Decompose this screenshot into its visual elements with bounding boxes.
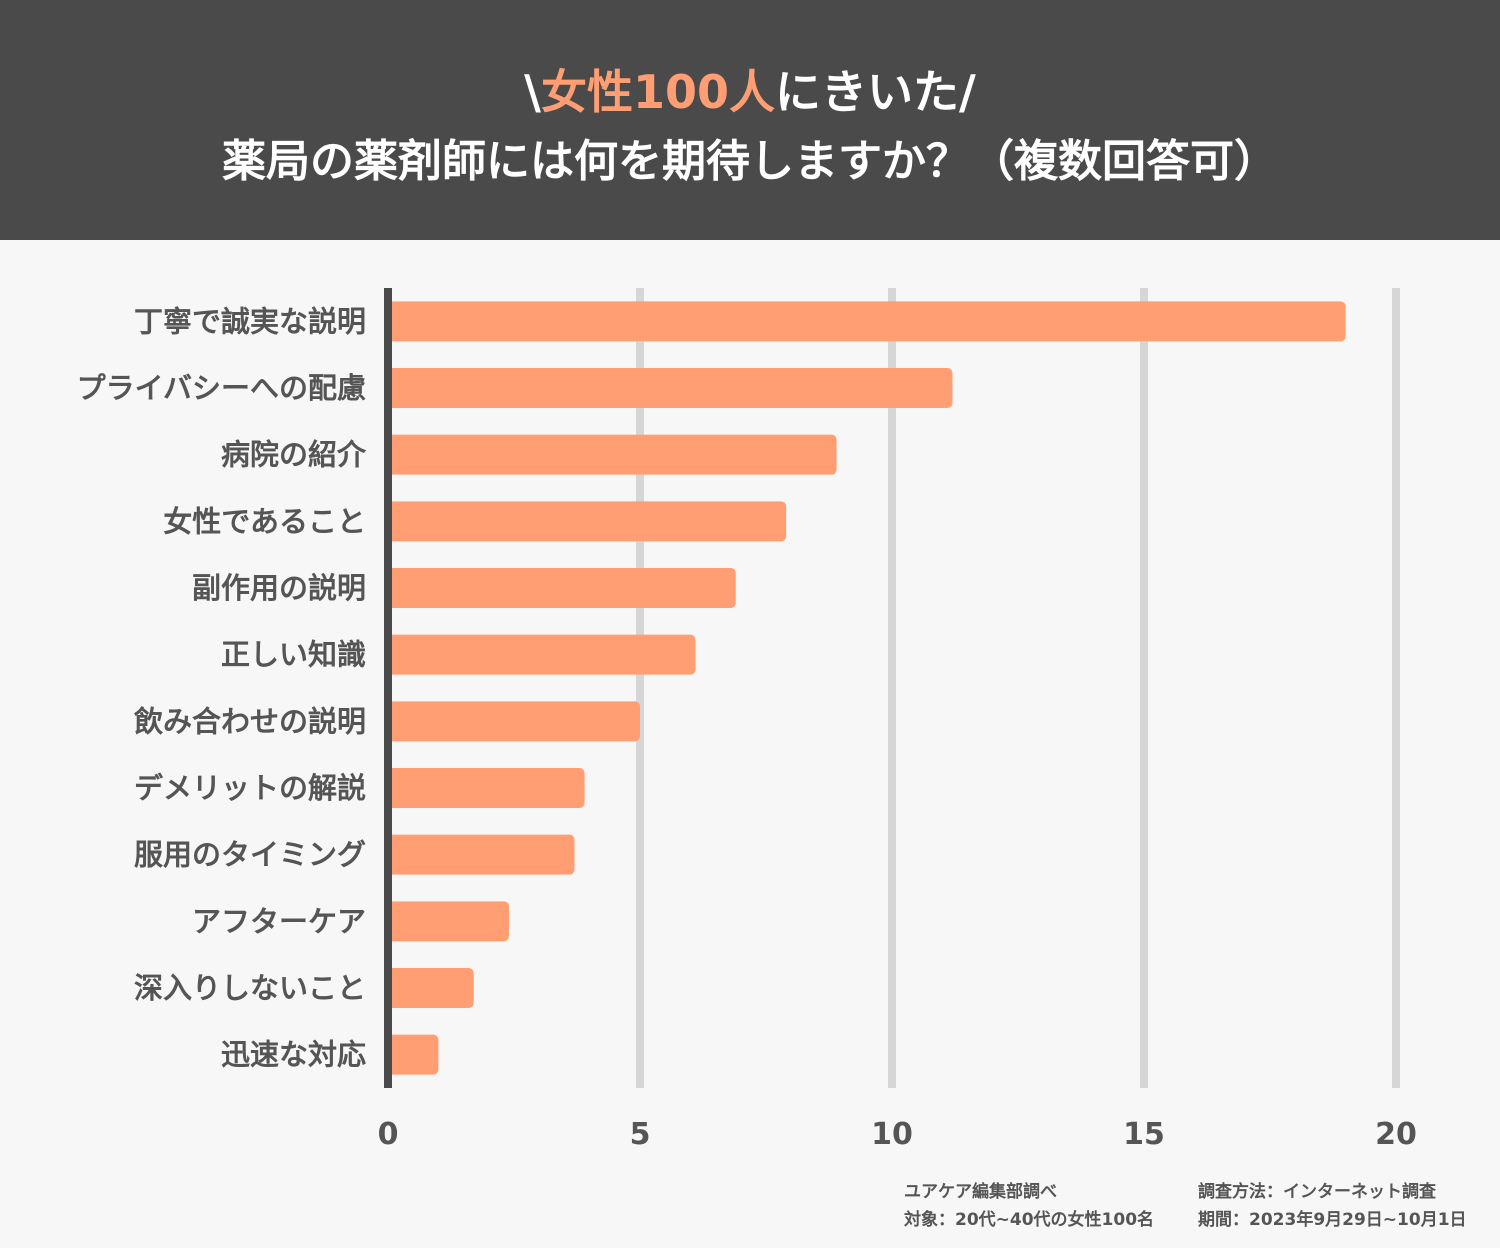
y-axis-line [384,288,392,1088]
category-label-9: アフターケア [192,904,366,938]
category-label-0: 丁寧で誠実な説明 [134,304,366,338]
bar-7 [388,768,585,808]
category-label-10: 深入りしないこと [134,971,366,1005]
category-label-8: 服用のタイミング [134,838,366,872]
footer-source: ユアケア編集部調べ [904,1182,1057,1202]
category-label-1: プライバシーへの配慮 [77,371,366,405]
bar-11 [388,1034,439,1075]
x-tick-label-20: 20 [1375,1117,1417,1152]
x-tick-label-10: 10 [871,1117,913,1152]
bar-10 [388,968,474,1008]
bar-0 [388,301,1346,342]
title-prefix: \ [524,65,541,119]
bar-5 [388,634,696,675]
title-accent: 女性100人 [540,65,776,119]
header-banner: \女性100人にきいた/ 薬局の薬剤師には何を期待しますか？（複数回答可） [0,0,1500,240]
bar-9 [388,901,509,942]
x-tick-label-15: 15 [1123,1117,1165,1152]
bar-4 [388,568,736,608]
bar-2 [388,434,837,475]
category-label-4: 副作用の説明 [192,571,366,605]
x-tick-label-0: 0 [378,1117,399,1152]
category-label-5: 正しい知識 [221,638,366,672]
category-label-7: デメリットの解説 [134,771,366,805]
category-label-6: 飲み合わせの説明 [134,704,366,738]
footer-target: 対象：20代~40代の女性100名 [904,1210,1155,1230]
x-tick-label-5: 5 [630,1117,651,1152]
bar-3 [388,501,787,542]
bar-6 [388,701,640,742]
footer-right: 調査方法：インターネット調査 期間：2023年9月29日~10月1日 [1198,1178,1467,1234]
category-label-11: 迅速な対応 [221,1038,366,1072]
footer-method: 調査方法：インターネット調査 [1198,1182,1436,1202]
chart-question-title: 薬局の薬剤師には何を期待しますか？（複数回答可） [222,136,1278,187]
footer-left: ユアケア編集部調べ 対象：20代~40代の女性100名 [904,1178,1154,1234]
title-line-1: \女性100人にきいた/ [0,62,1500,122]
footer-period: 期間：2023年9月29日~10月1日 [1198,1210,1467,1230]
bar-1 [388,368,953,408]
title-suffix: にきいた/ [775,65,976,119]
bar-8 [388,834,575,875]
category-label-2: 病院の紹介 [221,438,367,472]
category-label-3: 女性であること [163,504,366,538]
